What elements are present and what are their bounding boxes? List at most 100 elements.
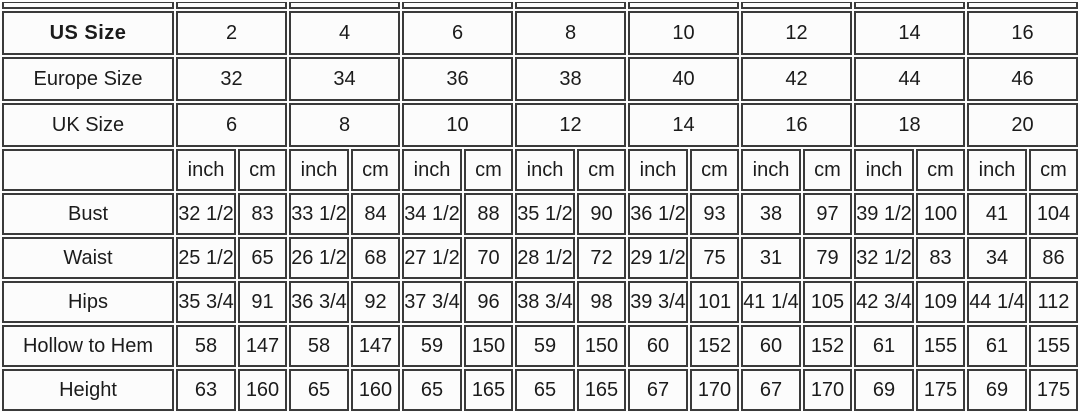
value-cell: 98 <box>577 281 626 323</box>
value-cell: 25 1/2 <box>176 237 236 279</box>
size-cell: 18 <box>854 103 965 147</box>
size-cell: 36 <box>402 57 513 101</box>
row-label: US Size <box>2 11 174 55</box>
size-cell: 42 <box>741 57 852 101</box>
table-row-us-size: US Size 2 4 6 8 10 12 14 16 <box>2 11 1078 55</box>
row-label: Bust <box>2 193 174 235</box>
size-cell: 4 <box>289 11 400 55</box>
unit-cell: cm <box>351 149 400 191</box>
value-cell: 91 <box>238 281 287 323</box>
value-cell: 147 <box>351 325 400 367</box>
value-cell: 29 1/2 <box>628 237 688 279</box>
size-cell: 6 <box>176 103 287 147</box>
unit-cell: inch <box>176 149 236 191</box>
row-label: Hollow to Hem <box>2 325 174 367</box>
size-cell: 32 <box>176 57 287 101</box>
row-label: Waist <box>2 237 174 279</box>
value-cell: 34 1/2 <box>402 193 462 235</box>
value-cell: 68 <box>351 237 400 279</box>
value-cell: 88 <box>464 193 513 235</box>
cropped-top-row <box>2 2 1078 9</box>
value-cell: 35 3/4 <box>176 281 236 323</box>
size-cell: 8 <box>289 103 400 147</box>
value-cell: 42 3/4 <box>854 281 914 323</box>
size-cell: 14 <box>628 103 739 147</box>
unit-cell: cm <box>464 149 513 191</box>
size-cell: 12 <box>741 11 852 55</box>
value-cell: 90 <box>577 193 626 235</box>
table-row-height: Height 63 160 65 160 65 165 65 165 67 17… <box>2 369 1078 411</box>
value-cell: 152 <box>803 325 852 367</box>
cropped-cell <box>628 2 739 9</box>
value-cell: 41 1/4 <box>741 281 801 323</box>
value-cell: 38 <box>741 193 801 235</box>
table-row-hollow-to-hem: Hollow to Hem 58 147 58 147 59 150 59 15… <box>2 325 1078 367</box>
value-cell: 63 <box>176 369 236 411</box>
table-row-europe-size: Europe Size 32 34 36 38 40 42 44 46 <box>2 57 1078 101</box>
value-cell: 175 <box>916 369 965 411</box>
size-cell: 44 <box>854 57 965 101</box>
value-cell: 35 1/2 <box>515 193 575 235</box>
size-cell: 20 <box>967 103 1078 147</box>
unit-cell: cm <box>577 149 626 191</box>
value-cell: 92 <box>351 281 400 323</box>
value-cell: 147 <box>238 325 287 367</box>
cropped-cell <box>967 2 1078 9</box>
unit-cell: cm <box>916 149 965 191</box>
value-cell: 79 <box>803 237 852 279</box>
value-cell: 39 1/2 <box>854 193 914 235</box>
value-cell: 93 <box>690 193 739 235</box>
value-cell: 67 <box>628 369 688 411</box>
unit-cell: inch <box>628 149 688 191</box>
value-cell: 101 <box>690 281 739 323</box>
value-cell: 83 <box>238 193 287 235</box>
value-cell: 33 1/2 <box>289 193 349 235</box>
value-cell: 26 1/2 <box>289 237 349 279</box>
size-cell: 38 <box>515 57 626 101</box>
value-cell: 170 <box>803 369 852 411</box>
row-label: Hips <box>2 281 174 323</box>
table-row-hips: Hips 35 3/4 91 36 3/4 92 37 3/4 96 38 3/… <box>2 281 1078 323</box>
value-cell: 27 1/2 <box>402 237 462 279</box>
unit-cell: inch <box>967 149 1027 191</box>
table-row-waist: Waist 25 1/2 65 26 1/2 68 27 1/2 70 28 1… <box>2 237 1078 279</box>
unit-cell: inch <box>741 149 801 191</box>
size-cell: 6 <box>402 11 513 55</box>
value-cell: 150 <box>577 325 626 367</box>
value-cell: 112 <box>1029 281 1078 323</box>
value-cell: 155 <box>1029 325 1078 367</box>
cropped-cell <box>402 2 513 9</box>
value-cell: 37 3/4 <box>402 281 462 323</box>
value-cell: 58 <box>289 325 349 367</box>
unit-cell: inch <box>515 149 575 191</box>
value-cell: 96 <box>464 281 513 323</box>
value-cell: 97 <box>803 193 852 235</box>
size-cell: 14 <box>854 11 965 55</box>
value-cell: 65 <box>515 369 575 411</box>
value-cell: 175 <box>1029 369 1078 411</box>
value-cell: 165 <box>464 369 513 411</box>
value-cell: 104 <box>1029 193 1078 235</box>
value-cell: 60 <box>741 325 801 367</box>
value-cell: 72 <box>577 237 626 279</box>
unit-cell: inch <box>402 149 462 191</box>
cropped-cell <box>515 2 626 9</box>
row-label <box>2 149 174 191</box>
value-cell: 170 <box>690 369 739 411</box>
cropped-cell <box>2 2 174 9</box>
value-cell: 69 <box>854 369 914 411</box>
value-cell: 61 <box>854 325 914 367</box>
value-cell: 28 1/2 <box>515 237 575 279</box>
value-cell: 41 <box>967 193 1027 235</box>
value-cell: 65 <box>238 237 287 279</box>
size-cell: 10 <box>628 11 739 55</box>
value-cell: 105 <box>803 281 852 323</box>
value-cell: 65 <box>402 369 462 411</box>
value-cell: 109 <box>916 281 965 323</box>
cropped-cell <box>854 2 965 9</box>
unit-cell: cm <box>1029 149 1078 191</box>
cropped-cell <box>289 2 400 9</box>
unit-cell: inch <box>854 149 914 191</box>
unit-cell: cm <box>690 149 739 191</box>
